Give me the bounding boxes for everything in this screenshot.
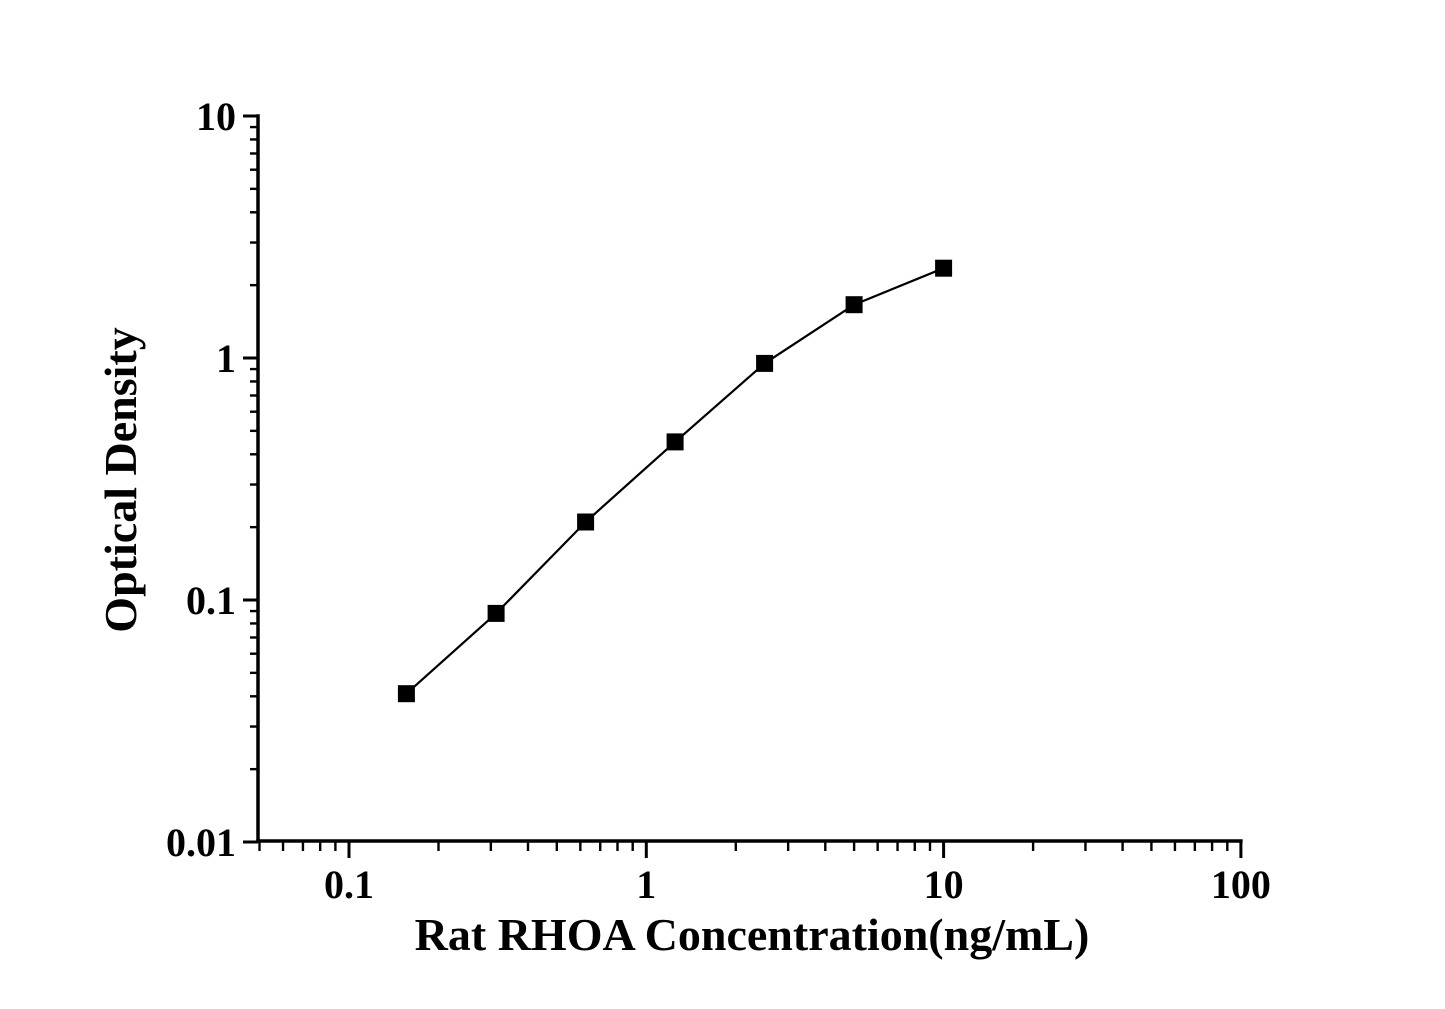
data-point-marker <box>397 685 415 703</box>
axes: 0.1 1 10 100 0.01 0.1 1 10 <box>166 94 1271 907</box>
x-axis-title: Rat RHOA Concentration(ng/mL) <box>415 909 1090 960</box>
x-tick-label: 100 <box>1211 862 1271 907</box>
data-point-marker <box>935 259 953 277</box>
x-tick-label: 0.1 <box>324 862 374 907</box>
series-line <box>405 267 945 695</box>
y-axis-title: Optical Density <box>95 327 146 632</box>
y-tick-label: 0.01 <box>166 820 236 865</box>
y-tick-label: 10 <box>196 94 236 139</box>
data-point-marker <box>756 354 774 372</box>
x-axis-ticks: 0.1 1 10 100 <box>258 841 1271 907</box>
x-tick-label: 1 <box>636 862 656 907</box>
data-point-marker <box>845 296 863 314</box>
data-point-marker <box>666 433 684 451</box>
y-tick-label: 1 <box>216 336 236 381</box>
x-tick-label: 10 <box>924 862 964 907</box>
data-series <box>397 259 953 703</box>
y-tick-label: 0.1 <box>186 578 236 623</box>
data-point-marker <box>577 513 595 531</box>
y-axis-ticks: 0.01 0.1 1 10 <box>166 94 258 865</box>
data-point-marker <box>487 604 505 622</box>
